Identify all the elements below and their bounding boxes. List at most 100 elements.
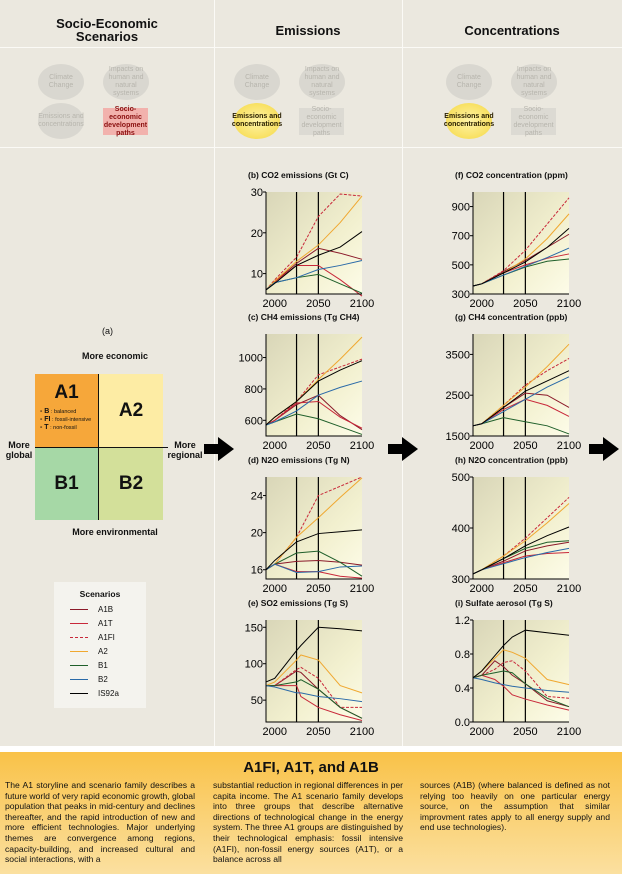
- series-b2: [265, 260, 363, 291]
- a1-sublist: - B : balanced - FI : fossil-intensive - T…: [40, 408, 91, 432]
- mini-impacts: Impacts on human and natural systems: [511, 64, 557, 100]
- y-tick-label: 24: [251, 491, 263, 503]
- x-tick-label: 2050: [513, 726, 537, 737]
- mini-socio: Socio-economic development paths: [103, 105, 148, 137]
- chart-title: (h) N2O concentration (ppb): [455, 455, 568, 465]
- x-tick-label: 2050: [513, 298, 537, 309]
- column-title-emissions: Emissions: [275, 23, 341, 38]
- series-is92a: [265, 231, 363, 291]
- x-tick-label: 2100: [350, 726, 374, 737]
- x-tick-label: 2100: [350, 583, 374, 594]
- legend-label: B2: [98, 674, 108, 684]
- chart-g: (g) CH4 concentration (ppb) 1500 2500 3500 2…: [425, 312, 615, 452]
- legend-item: B2: [70, 674, 108, 684]
- legend-label: A2: [98, 646, 108, 656]
- x-tick-label: 2050: [306, 726, 330, 737]
- axes: [265, 477, 362, 580]
- y-tick-label: 300: [452, 574, 470, 586]
- series-a1fi: [266, 666, 362, 708]
- y-tick-label: 0.4: [455, 683, 470, 695]
- x-tick-label: 2000: [262, 726, 286, 737]
- x-tick-label: 2000: [469, 726, 493, 737]
- storyline-box: A1FI, A1T, and A1B The A1 storyline and …: [0, 752, 622, 874]
- column-divider: [402, 0, 403, 746]
- chart-b: (b) CO2 emissions (Gt C) 10 20 30 2000 2050 21…: [218, 170, 408, 310]
- legend-swatch: [70, 664, 88, 666]
- series-b1: [266, 679, 363, 719]
- x-tick-label: 2100: [557, 298, 581, 309]
- chart-title: (d) N2O emissions (Tg N): [248, 455, 350, 465]
- x-tick-label: 2000: [262, 583, 286, 594]
- x-tick-label: 2050: [306, 440, 330, 451]
- quadrant-b1: B1: [35, 448, 98, 520]
- x-tick-label: 2000: [262, 298, 286, 309]
- series-is92a: [472, 228, 570, 287]
- chart-title: (f) CO2 concentration (ppm): [455, 170, 568, 180]
- y-tick-label: 20: [251, 228, 263, 240]
- axis-label-right: More regional: [167, 440, 203, 460]
- plot-area: [266, 477, 362, 579]
- series-a1fi: [265, 476, 363, 571]
- mini-socio: Socio-economic development paths: [299, 106, 344, 137]
- y-tick-label: 500: [452, 472, 470, 484]
- x-tick-label: 2100: [557, 726, 581, 737]
- chart-h: (h) N2O concentration (ppb) 300 400 500 2000…: [425, 455, 615, 595]
- quadrant-a1: A1: [35, 374, 98, 447]
- legend-swatch: [70, 692, 88, 694]
- series-is92a: [472, 370, 570, 427]
- series-b2: [472, 677, 570, 693]
- y-tick-label: 0.0: [455, 717, 470, 729]
- storyline-title: A1FI, A1T, and A1B: [243, 759, 379, 776]
- chart-title: (b) CO2 emissions (Gt C): [248, 170, 349, 180]
- y-tick-label: 2500: [446, 390, 470, 402]
- series-a2: [265, 195, 363, 291]
- series-is92a: [472, 629, 570, 679]
- storyline-col-3: sources (A1B) (where balanced is defined…: [420, 780, 610, 833]
- legend-title: Scenarios: [79, 589, 121, 599]
- chart-c: (c) CH4 emissions (Tg CH4) 600 800 1000 2000…: [218, 312, 408, 452]
- column-title-concentrations: Concentrations: [464, 23, 560, 38]
- series-a1b: [472, 660, 570, 708]
- row-divider: [0, 47, 622, 48]
- axis-label-left: More global: [5, 440, 33, 460]
- series-is92a: [472, 526, 570, 575]
- legend-swatch: [70, 636, 88, 638]
- y-tick-label: 150: [245, 622, 263, 634]
- axes: [265, 620, 362, 723]
- quadrant-b2: B2: [99, 448, 163, 520]
- legend-item: IS92a: [70, 688, 119, 698]
- y-tick-label: 1500: [446, 431, 470, 443]
- series-is92a: [265, 360, 363, 426]
- legend-label: A1B: [98, 604, 114, 614]
- legend-item: B1: [70, 660, 108, 670]
- y-tick-label: 500: [452, 260, 470, 272]
- x-tick-label: 2100: [350, 440, 374, 451]
- panel-label-a: (a): [102, 326, 113, 336]
- y-tick-label: 1.2: [455, 615, 470, 627]
- axis-label-top: More economic: [81, 351, 148, 361]
- chart-f: (f) CO2 concentration (ppm) 300 500 700 900 2…: [425, 170, 615, 310]
- legend-swatch: [70, 608, 88, 610]
- series-a1t: [265, 400, 363, 429]
- mini-climate-change: Climate Change: [234, 64, 280, 100]
- mini-impacts: Impacts on human and natural systems: [299, 64, 345, 100]
- series-a1fi: [472, 660, 570, 699]
- arrow-right-icon: [204, 437, 234, 461]
- legend-item: A1B: [70, 604, 113, 614]
- legend-item: A2: [70, 646, 108, 656]
- arrow-right-icon: [388, 437, 418, 461]
- series-is92a: [265, 529, 363, 571]
- legend-item: A1FI: [70, 632, 115, 642]
- row-divider: [0, 147, 622, 148]
- x-tick-label: 2100: [557, 440, 581, 451]
- chart-title: (e) SO2 emissions (Tg S): [248, 598, 349, 608]
- column-divider: [214, 0, 215, 746]
- x-tick-label: 2000: [262, 440, 286, 451]
- y-tick-label: 20: [251, 528, 263, 540]
- storyline-col-2: substantial reduction in regional differ…: [213, 780, 403, 865]
- plot-area: [473, 477, 569, 579]
- y-tick-label: 30: [251, 187, 263, 199]
- x-tick-label: 2050: [306, 583, 330, 594]
- series-a1fi: [472, 497, 570, 575]
- x-tick-label: 2050: [306, 298, 330, 309]
